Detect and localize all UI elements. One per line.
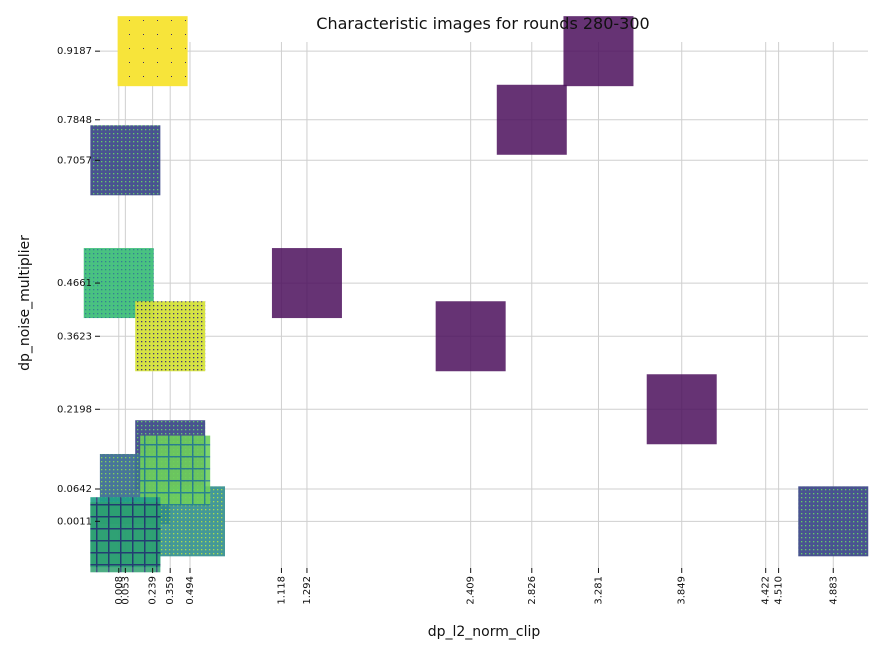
y-tick-label: 0.9187: [57, 46, 92, 57]
x-tick-label: 4.510: [774, 576, 785, 605]
characteristic-image: [798, 486, 869, 557]
characteristic-image: [563, 16, 634, 87]
y-axis-label: dp_noise_multiplier: [17, 235, 33, 371]
characteristic-image: [90, 502, 161, 573]
y-tick-label: 0.4661: [57, 278, 92, 289]
y-tick-label: 0.2198: [57, 404, 92, 415]
chart-title: Characteristic images for rounds 280-300: [316, 14, 649, 33]
characteristic-image: [646, 374, 717, 445]
x-tick-label: 0.359: [165, 576, 176, 605]
x-tick-label: 0.053: [120, 576, 131, 605]
y-tick-label: 0.3623: [57, 331, 92, 342]
x-tick-label: 1.118: [276, 576, 287, 605]
y-tick-label: 0.7848: [57, 115, 92, 126]
x-tick-label: 4.422: [761, 576, 772, 605]
x-tick-label: 0.239: [148, 576, 159, 605]
x-tick-label: 0.494: [185, 576, 196, 605]
x-tick-label: 0.008: [114, 576, 125, 605]
characteristic-image: [117, 16, 188, 87]
x-tick-label: 2.409: [466, 576, 477, 605]
x-tick-label: 4.883: [828, 576, 839, 605]
characteristic-image: [435, 301, 506, 372]
x-tick-label: 1.292: [302, 576, 313, 605]
x-axis-label: dp_l2_norm_clip: [428, 624, 541, 640]
y-tick-label: 0.0011: [57, 516, 92, 527]
x-tick-label: 3.281: [593, 576, 604, 605]
characteristic-image: [135, 301, 206, 372]
y-tick-label: 0.7057: [57, 155, 92, 166]
characteristic-images: [83, 16, 869, 573]
x-tick-label: 3.849: [677, 576, 688, 605]
characteristic-image: [90, 125, 161, 196]
characteristic-image: [140, 435, 211, 506]
y-tick-label: 0.0642: [57, 484, 92, 495]
x-tick-label: 2.826: [527, 576, 538, 605]
characteristic-image: [271, 248, 342, 319]
characteristic-image: [496, 84, 567, 155]
